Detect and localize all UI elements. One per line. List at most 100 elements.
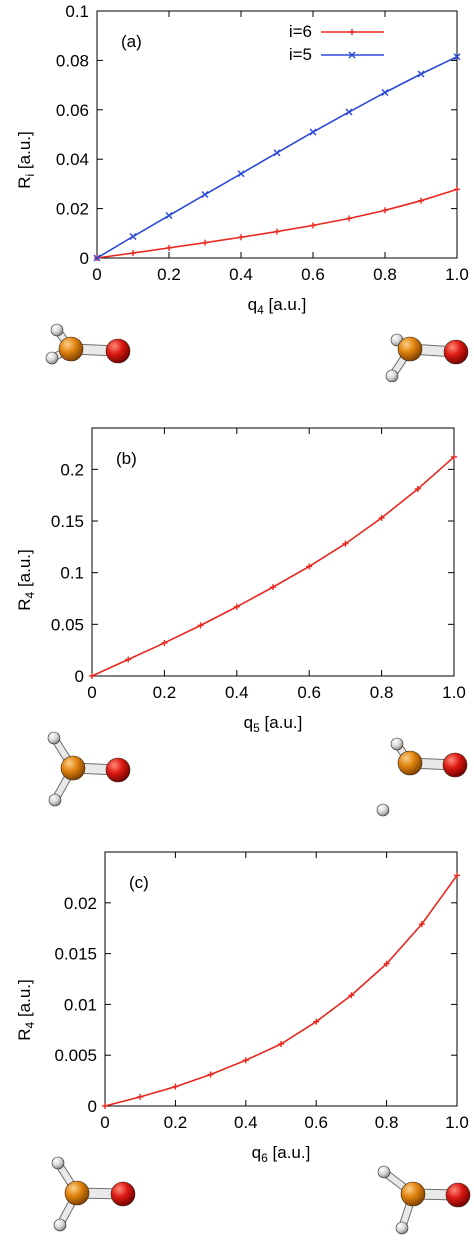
panel-1: 0 0.2 0.4 0.6 0.8 1.0 0 0.02 0.04 0.06 0.08 0.1 q4 [… [15,2,469,317]
y-tick-label: 0.01 [64,995,97,1014]
series-line-2 [96,55,458,259]
y-tick-label: 0.2 [60,460,84,479]
hydrogen-atom [51,1156,65,1170]
data-point [381,89,389,97]
data-point [310,222,316,229]
marker-stroke [165,212,173,220]
panel-label: (b) [116,449,137,468]
data-point [274,228,280,235]
y-axis-label: R4 [a.u.] [15,549,37,611]
oxygen-atom [105,757,131,783]
carbon-atom [58,336,84,362]
data-point [382,207,388,214]
data-point [414,485,421,492]
hydrogen-atom [395,1221,409,1235]
data-point [417,70,425,78]
x-tick-label: 0 [92,265,101,284]
y-axis-label-main: R [15,598,34,610]
data-point [313,1018,320,1025]
hydrogen-atom [48,793,62,807]
data-point [242,1057,249,1064]
legend-marker [348,51,356,59]
panel-3: 0 0.2 0.4 0.6 0.8 1.0 0 0.005 0.01 0.015 0.02 q6 [a… [15,851,469,1165]
y-tick-label: 0.04 [56,150,89,169]
x-axis-label-sub: 6 [261,1151,268,1165]
oxygen-atom [105,338,131,364]
x-axis-label-sub: 5 [253,721,260,735]
marker-stroke [345,108,353,116]
hydrogen-atom [47,731,61,745]
y-axis-label-unit: [a.u.] [15,979,34,1022]
data-point [137,1093,144,1100]
x-axis-label-unit: [a.u.] [260,713,303,732]
x-tick-label: 0.8 [370,683,394,702]
molecule-b-end [376,737,468,817]
x-tick-label: 0.8 [373,265,397,284]
x-tick-label: 0.2 [164,1113,188,1132]
data-point [125,656,132,663]
x-tick-label: 0.4 [234,1113,258,1132]
data-point [89,673,95,679]
y-axis-label-main: R [15,176,34,188]
y-tick-label: 0.005 [54,1046,97,1065]
x-tick-label: 0.4 [225,683,249,702]
data-point [383,960,390,967]
data-point [207,1071,214,1078]
molecule-c-start [51,1156,136,1232]
x-tick-label: 0.6 [301,265,325,284]
marker-stroke [93,254,101,262]
legend-label: i=6 [289,22,312,41]
marker-stroke [273,149,281,157]
x-axis-label-unit: [a.u.] [264,295,307,314]
data-point [270,584,276,591]
y-axis-label: R4 [a.u.] [15,979,37,1041]
hydrogen-atom [53,1218,67,1232]
data-point [129,233,137,241]
data-point [130,250,136,257]
marker-stroke [237,170,245,178]
y-axis-label-sub: 4 [23,591,37,598]
x-tick-label: 1.0 [445,1113,469,1132]
molecule-a-end [385,333,469,383]
y-axis-label-unit: [a.u.] [15,549,34,592]
x-tick-label: 0.4 [229,265,253,284]
panel-label: (a) [121,32,142,51]
y-tick-label: 0.08 [56,51,89,70]
series-line-1 [104,874,458,1107]
carbon-atom [400,1181,426,1207]
hydrogen-atom [45,351,59,365]
carbon-atom [64,1180,90,1206]
x-axis-label-main: q [244,713,253,732]
y-tick-label: 0.015 [54,945,97,964]
data-point [233,603,240,610]
x-axis-label: q6 [a.u.] [252,1143,311,1165]
hydrogen-atom [385,369,399,383]
data-point [453,53,461,61]
x-axis-label-sub: 4 [257,303,264,317]
panel-2: 0 0.2 0.4 0.6 0.8 1.0 0 0.05 0.1 0.15 0.2 q5 [a.u.]… [15,427,466,735]
y-tick-label: 0.1 [60,564,84,583]
marker-stroke [201,191,209,199]
data-point [418,197,424,204]
marker-stroke [381,89,389,97]
legend: i=6i=5 [289,22,384,64]
marker-stroke [129,233,137,241]
y-tick-label: 0.06 [56,101,89,120]
plot-frame [96,10,458,259]
legend-label: i=5 [289,45,312,64]
data-point [451,453,457,460]
x-tick-label: 0 [100,1113,109,1132]
data-point [165,212,173,220]
data-point [93,254,101,262]
carbon-atom [60,755,86,781]
marker-stroke [309,128,317,136]
x-tick-label: 0.8 [375,1113,399,1132]
data-point [342,540,349,547]
y-axis-label: Ri [a.u.] [15,131,37,188]
y-tick-label: 0 [88,1097,97,1116]
x-axis-label-main: q [248,295,257,314]
carbon-atom [397,750,423,776]
x-tick-label: 1.0 [442,683,466,702]
